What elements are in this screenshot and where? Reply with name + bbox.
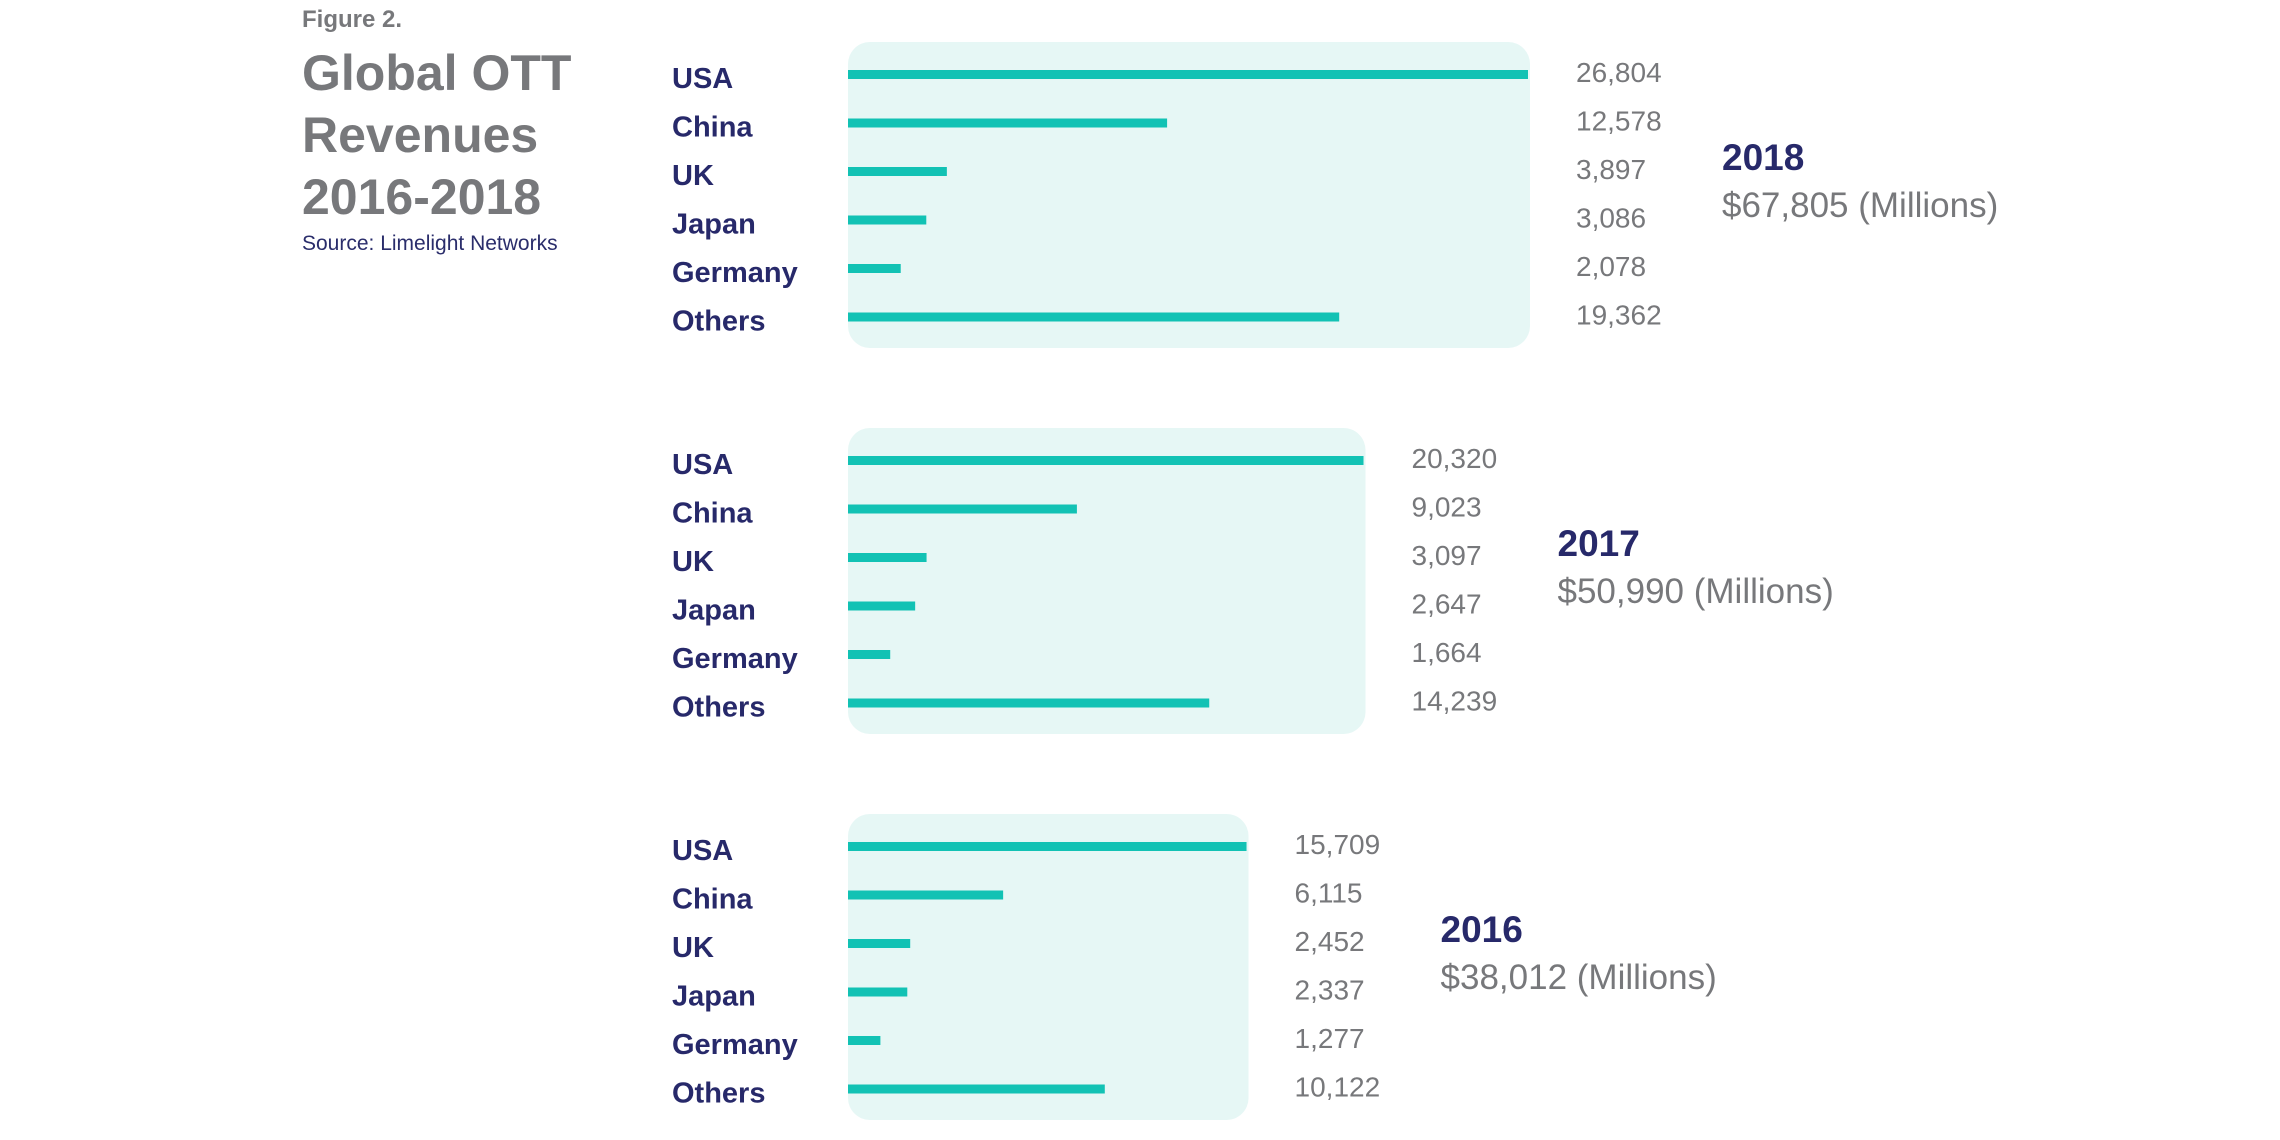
- category-label: Germany: [672, 257, 798, 289]
- value-label: 3,897: [1576, 154, 1646, 185]
- chart-panel: [848, 814, 1249, 1120]
- value-label: 2,078: [1576, 251, 1646, 282]
- chart-2018: USA 26,804 China 12,578 UK 3,897 Japan 3,086 Ger…: [672, 42, 1998, 348]
- source-note: Source: Limelight Networks: [302, 232, 558, 255]
- chart-panel: [848, 428, 1366, 734]
- category-label: Japan: [672, 981, 756, 1013]
- category-label: Others: [672, 1078, 765, 1110]
- bar: [848, 264, 901, 273]
- value-label: 6,115: [1295, 878, 1363, 909]
- value-label: 1,277: [1295, 1023, 1365, 1054]
- total-label: $38,012 (Millions): [1441, 958, 1717, 997]
- category-label: China: [672, 498, 753, 530]
- value-label: 2,452: [1295, 926, 1365, 957]
- bar: [848, 70, 1528, 79]
- value-label: 10,122: [1295, 1072, 1381, 1103]
- bar: [848, 215, 927, 225]
- category-label: China: [672, 884, 753, 916]
- category-label: Japan: [672, 209, 756, 241]
- category-label: UK: [672, 546, 714, 578]
- bar: [848, 504, 1077, 514]
- year-label: 2017: [1558, 523, 1640, 564]
- category-label: Germany: [672, 643, 798, 675]
- bar: [848, 650, 891, 659]
- bar: [848, 167, 947, 176]
- bar: [848, 553, 927, 562]
- figure-label: Figure 2.: [302, 6, 403, 33]
- category-label: China: [672, 112, 753, 144]
- value-label: 12,578: [1576, 106, 1662, 137]
- category-label: UK: [672, 160, 714, 192]
- category-label: Germany: [672, 1029, 798, 1061]
- bar: [848, 601, 916, 611]
- chart-panel: [848, 42, 1530, 348]
- value-label: 9,023: [1412, 492, 1482, 523]
- bar: [848, 698, 1210, 708]
- category-label: USA: [672, 835, 733, 867]
- chart-title: Global OTT Revenues 2016-2018: [302, 45, 572, 225]
- bar: [848, 1084, 1105, 1094]
- category-label: USA: [672, 63, 733, 95]
- category-label: Others: [672, 692, 765, 724]
- total-label: $67,805 (Millions): [1722, 186, 1998, 225]
- year-label: 2018: [1722, 137, 1804, 178]
- value-label: 26,804: [1576, 57, 1662, 88]
- bar: [848, 1036, 881, 1045]
- bar: [848, 890, 1004, 900]
- bar: [848, 987, 908, 997]
- total-label: $50,990 (Millions): [1558, 572, 1834, 611]
- bar: [848, 312, 1340, 322]
- bar: [848, 118, 1168, 128]
- bar: [848, 939, 911, 948]
- chart-2016: USA 15,709 China 6,115 UK 2,452 Japan 2,337 Germ…: [672, 814, 1717, 1120]
- category-label: UK: [672, 932, 714, 964]
- value-label: 14,239: [1412, 686, 1498, 717]
- category-label: Japan: [672, 595, 756, 627]
- category-label: USA: [672, 449, 733, 481]
- chart-2017: USA 20,320 China 9,023 UK 3,097 Japan 2,647 Germ…: [672, 428, 1834, 734]
- value-label: 2,337: [1295, 975, 1365, 1006]
- value-label: 15,709: [1295, 829, 1381, 860]
- bar: [848, 842, 1247, 851]
- value-label: 3,097: [1412, 540, 1482, 571]
- value-label: 3,086: [1576, 203, 1646, 234]
- year-label: 2016: [1441, 909, 1523, 950]
- value-label: 2,647: [1412, 589, 1482, 620]
- value-label: 20,320: [1412, 443, 1498, 474]
- value-label: 1,664: [1412, 637, 1482, 668]
- bar: [848, 456, 1364, 465]
- value-label: 19,362: [1576, 300, 1662, 331]
- category-label: Others: [672, 306, 765, 338]
